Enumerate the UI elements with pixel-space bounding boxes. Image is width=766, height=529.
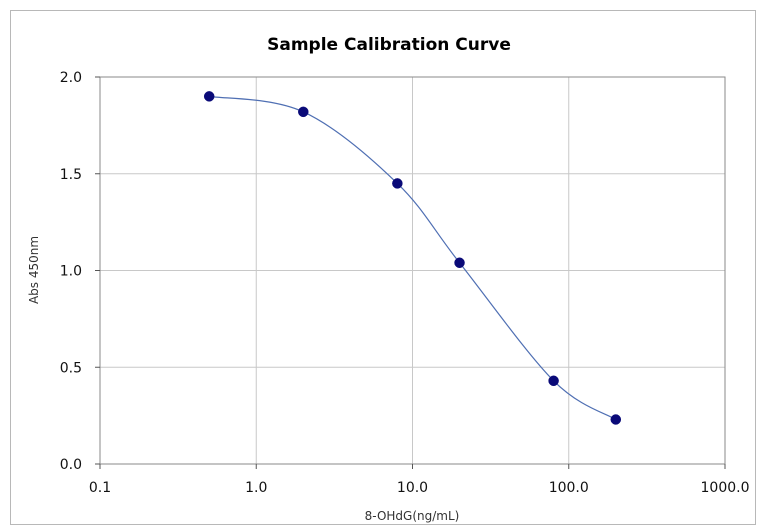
x-tick-label: 100.0	[549, 480, 589, 496]
y-tick-label: 1.0	[60, 264, 82, 280]
x-tick-label: 10.0	[397, 480, 428, 496]
x-tick-label: 0.1	[89, 480, 111, 496]
y-tick-label: 0.0	[60, 457, 82, 473]
y-tick-label: 0.5	[60, 360, 82, 376]
y-axis-label: Abs 450nm	[27, 236, 41, 304]
x-tick-label: 1000.0	[701, 480, 750, 496]
grid-layer	[100, 77, 725, 464]
y-tick-label: 2.0	[60, 70, 82, 86]
x-tick-label: 1.0	[245, 480, 267, 496]
data-point	[548, 375, 559, 387]
data-points	[203, 91, 622, 425]
chart-title: Sample Calibration Curve	[267, 35, 511, 55]
data-point	[454, 257, 465, 269]
y-tick-label: 1.5	[60, 167, 82, 183]
chart-frame	[10, 10, 756, 525]
data-point	[392, 178, 403, 189]
y-axis-ticks: 0.0 0.5 1.0 1.5 2.0	[60, 70, 100, 473]
x-axis-label: 8-OHdG(ng/mL)	[365, 509, 460, 523]
data-point	[298, 106, 309, 118]
data-point	[610, 414, 622, 425]
x-axis-ticks: 0.1 1.0 10.0 100.0 1000.0	[89, 464, 750, 496]
data-point	[203, 91, 215, 102]
